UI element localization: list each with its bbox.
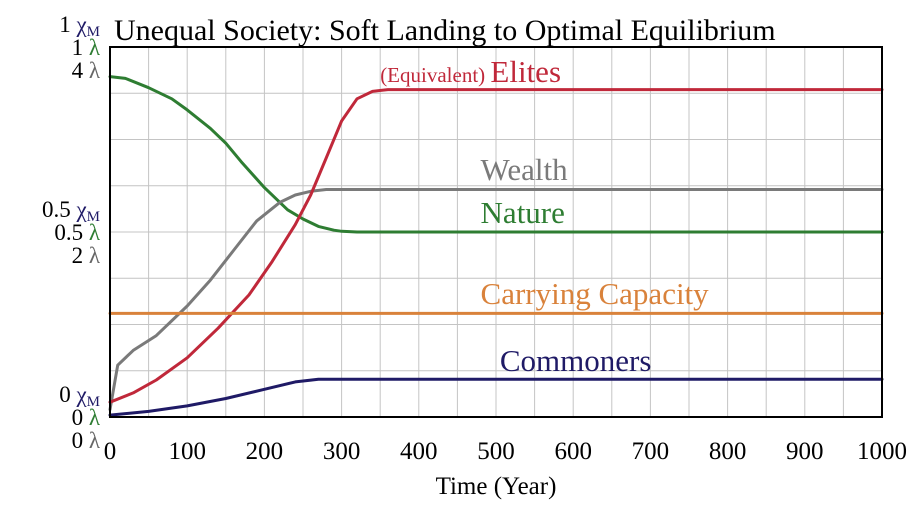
series-line-commoners [108, 377, 884, 417]
y-axis-labels: 1 χM1 λ4 λ0.5 χM0.5 λ2 λ0 χM0 λ0 λ [42, 12, 101, 453]
y-axis-label-symbol: χ [75, 12, 87, 37]
x-tick-label: 900 [786, 438, 824, 465]
series-line-wealth [108, 188, 884, 412]
y-axis-label-subscript: M [87, 394, 100, 410]
y-axis-label-subscript: M [87, 24, 100, 40]
x-tick-label: 400 [400, 438, 438, 465]
annotation-main: Elites [490, 54, 561, 89]
y-axis-label-value: 0.5 [42, 197, 77, 222]
annotation-wealth: Wealth [481, 152, 569, 187]
x-tick-label: 700 [632, 438, 670, 465]
y-axis-label: 1 χM [59, 12, 100, 40]
y-axis-label-symbol: λ [89, 405, 101, 430]
x-tick-label: 200 [246, 438, 284, 465]
y-axis-label: 4 λ [72, 58, 101, 83]
y-axis-label-value: 0 [59, 382, 76, 407]
annotation-equivalent-elites: (Equivalent) Elites [380, 54, 561, 89]
y-axis-label: 2 λ [72, 243, 101, 268]
y-axis-label-symbol: λ [89, 58, 101, 83]
annotation-carrying-capacity: Carrying Capacity [481, 276, 710, 311]
annotation-nature: Nature [481, 195, 565, 230]
x-axis-label: Time (Year) [436, 473, 557, 500]
x-tick-label: 800 [709, 438, 747, 465]
y-axis-label-value: 0 [72, 428, 89, 453]
series-annotations: (Equivalent) Elites Wealth Nature Carrying … [380, 54, 709, 378]
series-line-nature [108, 75, 884, 234]
y-axis-label-symbol: λ [89, 428, 101, 453]
y-axis-label: 0 λ [72, 405, 101, 430]
y-axis-label-value: 2 [72, 243, 89, 268]
y-axis-label-value: 0 [72, 405, 89, 430]
x-tick-label: 600 [554, 438, 592, 465]
y-axis-label: 0.5 χM [42, 197, 100, 225]
y-axis-label-symbol: χ [75, 197, 87, 222]
y-axis-label-value: 1 [59, 12, 76, 37]
annotation-prefix: (Equivalent) [380, 63, 490, 87]
x-tick-labels: 0 100 200 300 400 500 600 700 800 900 1000 [104, 438, 907, 465]
y-axis-label-value: 1 [72, 35, 89, 60]
y-axis-label-value: 0.5 [54, 220, 89, 245]
y-axis-label: 0 λ [72, 428, 101, 453]
y-axis-label-subscript: M [87, 209, 100, 225]
series-line-equivalent-elites [108, 88, 884, 404]
chart-title: Unequal Society: Soft Landing to Optimal… [114, 14, 776, 47]
x-tick-label: 0 [104, 438, 117, 465]
y-axis-label-symbol: λ [89, 35, 101, 60]
series-lines [108, 75, 884, 417]
plot-frame [109, 46, 883, 418]
y-axis-label-symbol: λ [89, 220, 101, 245]
y-axis-label-value: 4 [72, 58, 89, 83]
x-tick-label: 100 [168, 438, 206, 465]
y-axis-label: 1 λ [72, 35, 101, 60]
y-axis-label-symbol: λ [89, 243, 101, 268]
y-axis-label: 0 χM [59, 382, 100, 410]
x-tick-label: 500 [477, 438, 515, 465]
y-axis-label-symbol: χ [75, 382, 87, 407]
annotation-commoners: Commoners [500, 343, 652, 378]
x-tick-label: 300 [323, 438, 361, 465]
x-tick-label: 1000 [857, 438, 907, 465]
y-axis-label: 0.5 λ [54, 220, 101, 245]
